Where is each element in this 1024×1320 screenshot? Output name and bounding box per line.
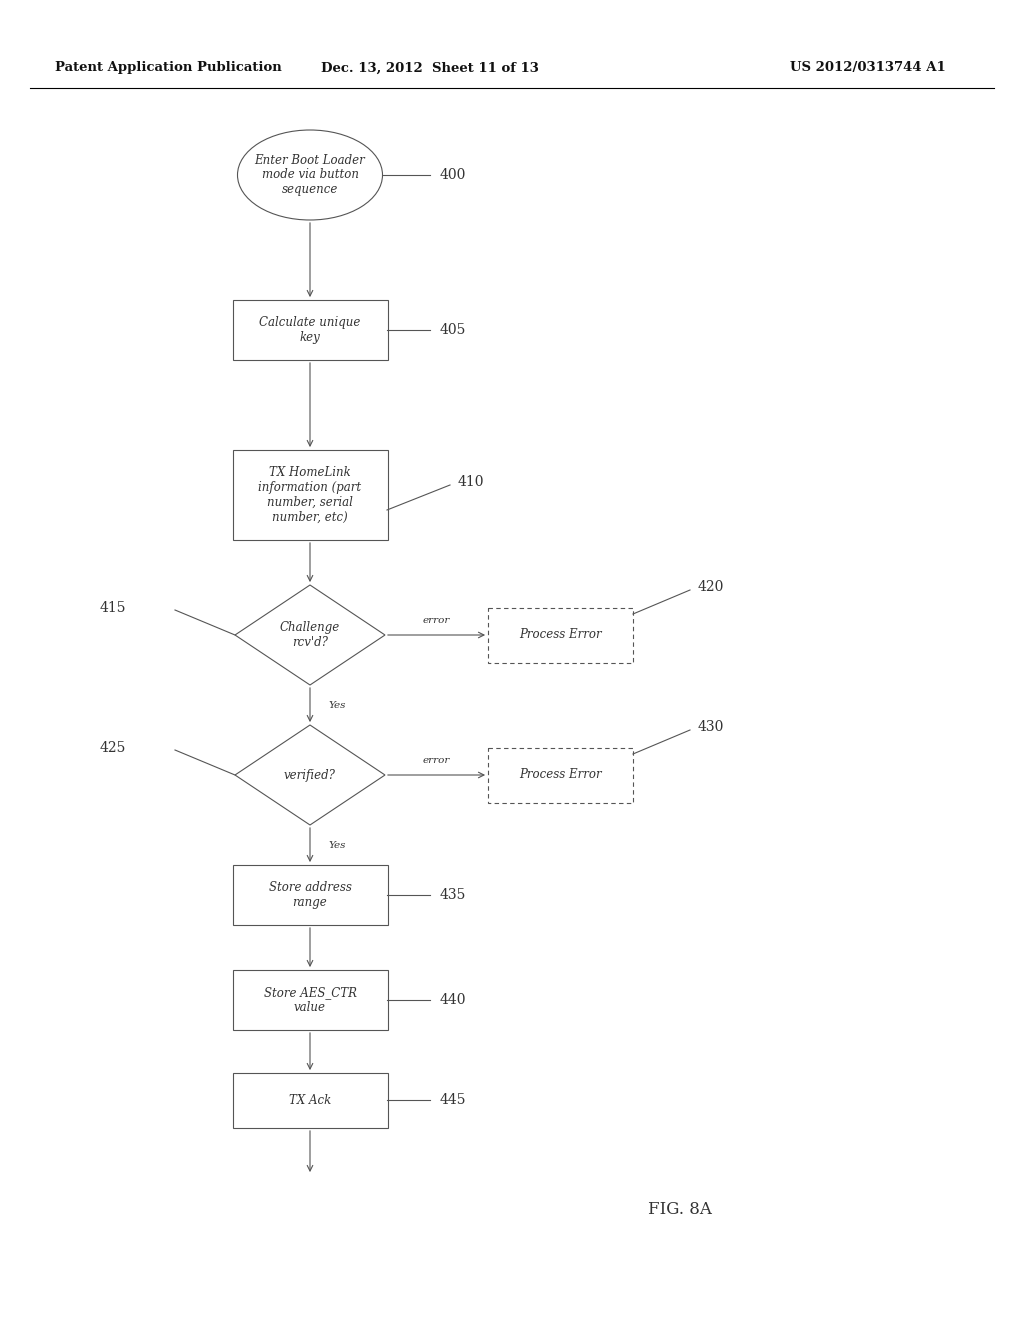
Text: Yes: Yes [328,701,345,710]
Text: TX HomeLink
information (part
number, serial
number, etc): TX HomeLink information (part number, se… [258,466,361,524]
Text: verified?: verified? [284,768,336,781]
Bar [232,970,387,1030]
Text: error: error [423,756,451,766]
Text: Dec. 13, 2012  Sheet 11 of 13: Dec. 13, 2012 Sheet 11 of 13 [322,62,539,74]
Text: Process Error: Process Error [519,628,601,642]
Text: 445: 445 [440,1093,467,1107]
Text: Patent Application Publication: Patent Application Publication [55,62,282,74]
Bar [487,747,633,803]
Bar [232,450,387,540]
Text: Challenge
rcv'd?: Challenge rcv'd? [280,620,340,649]
Text: error: error [423,616,451,624]
Text: 420: 420 [698,579,724,594]
Text: TX Ack: TX Ack [289,1093,331,1106]
Text: Process Error: Process Error [519,768,601,781]
Text: 415: 415 [100,601,127,615]
Text: Calculate unique
key: Calculate unique key [259,315,360,345]
Text: 430: 430 [698,719,724,734]
Text: 435: 435 [440,888,466,902]
Text: 425: 425 [100,741,126,755]
Text: Store AES_CTR
value: Store AES_CTR value [263,986,356,1014]
Text: Enter Boot Loader
mode via button
sequence: Enter Boot Loader mode via button sequen… [255,153,366,197]
Bar [232,300,387,360]
Text: FIG. 8A: FIG. 8A [648,1201,712,1218]
Text: 410: 410 [458,475,484,488]
Text: Store address
range: Store address range [268,880,351,909]
Text: 400: 400 [440,168,466,182]
Bar [232,1072,387,1127]
Bar [487,607,633,663]
Text: US 2012/0313744 A1: US 2012/0313744 A1 [790,62,946,74]
Text: Yes: Yes [328,841,345,850]
Bar [232,865,387,925]
Text: 405: 405 [440,323,466,337]
Text: 440: 440 [440,993,467,1007]
